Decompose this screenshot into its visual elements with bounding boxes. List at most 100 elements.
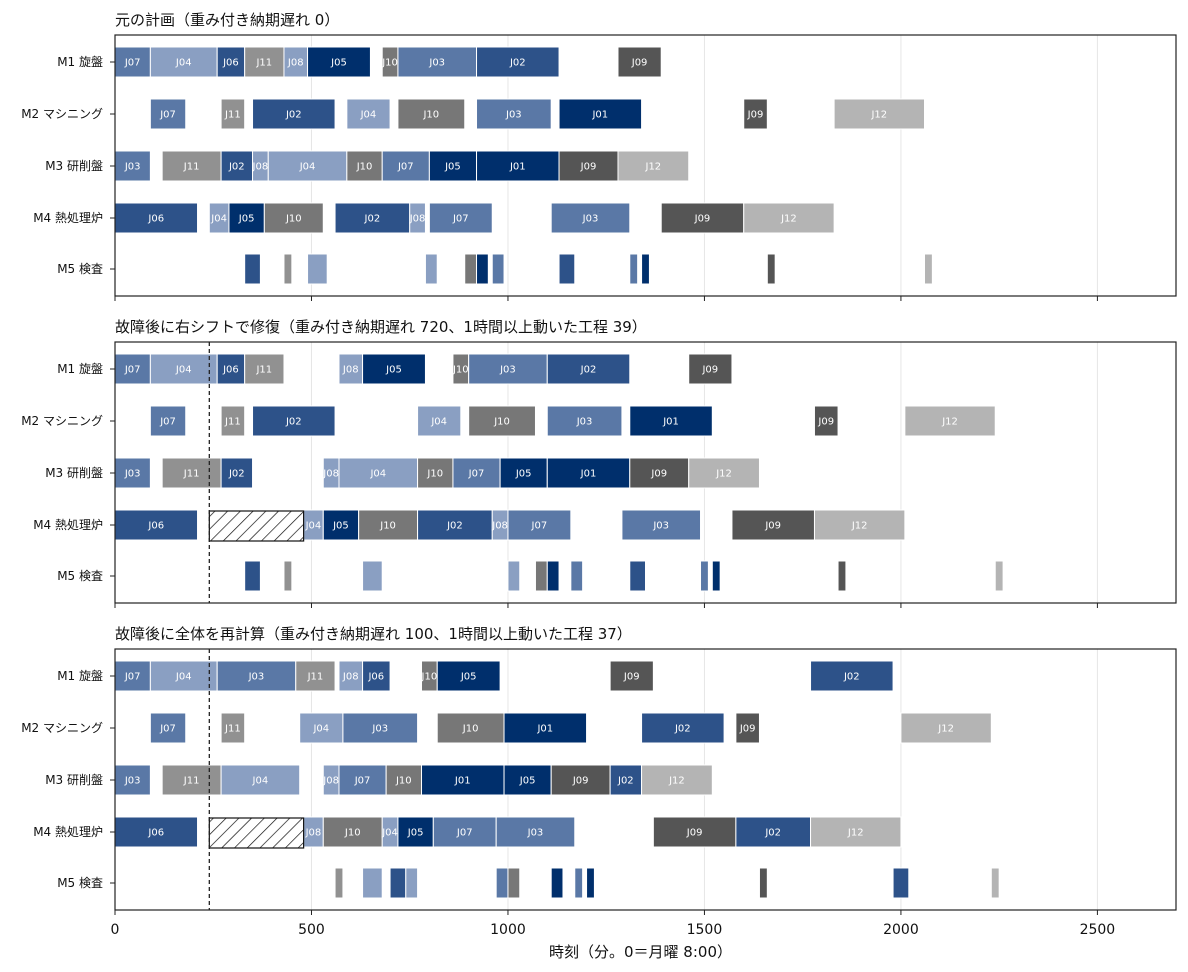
task-label-j08: J08 — [322, 469, 339, 480]
task-label-j07: J07 — [159, 724, 176, 735]
task-label-j08: J08 — [305, 828, 322, 839]
task-bar-j02 — [810, 660, 894, 692]
task-bar-j12 — [990, 867, 1000, 899]
task-bar-j03 — [397, 46, 478, 78]
task-label-j07: J07 — [159, 110, 176, 121]
task-bar-j02 — [244, 560, 261, 592]
task-label-j02: J02 — [764, 828, 781, 839]
task-label-j03: J03 — [582, 214, 599, 225]
task-bar-j09 — [758, 867, 768, 899]
machine-label: M1 旋盤 — [57, 55, 103, 69]
task-label-j05: J05 — [460, 672, 477, 683]
task-label-j07: J07 — [159, 417, 176, 428]
machine-label: M4 熱処理炉 — [33, 211, 103, 225]
task-bar-j02 — [558, 253, 576, 285]
x-axis-label: 時刻（分。0＝月曜 8:00） — [549, 943, 732, 961]
panel-title: 故障後に右シフトで修復（重み付き納期遅れ 720、1時間以上動いた工程 39） — [115, 318, 647, 336]
task-label-j08: J08 — [252, 162, 269, 173]
task-bar-j10 — [507, 867, 521, 899]
task-label-j11: J11 — [224, 417, 241, 428]
task-label-j07: J07 — [468, 469, 485, 480]
breakdown-block — [208, 817, 305, 849]
task-bar-j04 — [338, 457, 419, 489]
task-label-j03: J03 — [124, 776, 141, 787]
task-bar-j11 — [220, 98, 246, 130]
task-bar-j01 — [546, 457, 631, 489]
task-bar-j07 — [428, 202, 493, 234]
task-bar-j03 — [700, 560, 709, 592]
task-label-j11: J11 — [224, 110, 241, 121]
x-tick-label: 2500 — [1080, 922, 1116, 938]
task-bar-j07 — [495, 867, 509, 899]
machine-label: M5 検査 — [57, 262, 103, 276]
task-bar-j03 — [216, 660, 297, 692]
task-label-j03: J03 — [527, 828, 544, 839]
task-bar-j10 — [464, 253, 478, 285]
task-label-j10: J10 — [285, 214, 302, 225]
x-tick-label: 2000 — [883, 922, 919, 938]
x-tick-label: 500 — [298, 922, 325, 938]
task-label-j04: J04 — [175, 365, 192, 376]
task-bar-j09 — [766, 253, 776, 285]
machine-label: M5 検査 — [57, 569, 103, 583]
task-bar-j04 — [267, 150, 348, 182]
task-label-j12: J12 — [941, 417, 958, 428]
task-bar-j12 — [994, 560, 1004, 592]
task-bar-j01 — [711, 560, 721, 592]
panel-title: 元の計画（重み付き納期遅れ 0） — [115, 11, 339, 29]
task-label-j07: J07 — [124, 672, 141, 683]
task-label-j05: J05 — [238, 214, 255, 225]
task-bar-j11 — [220, 405, 246, 437]
task-label-j10: J10 — [381, 58, 398, 69]
task-bar-j07 — [381, 150, 430, 182]
task-bar-j05 — [428, 150, 478, 182]
task-label-j04: J04 — [305, 521, 322, 532]
task-label-j07: J07 — [397, 162, 414, 173]
task-label-j04: J04 — [360, 110, 377, 121]
task-bar-j04 — [362, 867, 383, 899]
task-bar-j10 — [468, 405, 536, 437]
task-label-j09: J09 — [572, 776, 589, 787]
task-label-j09: J09 — [623, 672, 640, 683]
machine-label: M5 検査 — [57, 876, 103, 890]
task-bar-j01 — [641, 253, 650, 285]
task-bar-j04 — [346, 98, 391, 130]
task-bar-j04 — [307, 253, 328, 285]
task-bar-j10 — [322, 816, 383, 848]
task-bar-j12 — [924, 253, 933, 285]
task-bar-j09 — [731, 509, 815, 541]
task-label-j09: J09 — [747, 110, 764, 121]
task-bar-j02 — [892, 867, 910, 899]
machine-label: M3 研削盤 — [45, 159, 103, 173]
x-tick-label: 1000 — [490, 922, 526, 938]
task-label-j04: J04 — [430, 417, 447, 428]
task-bar-j03 — [114, 150, 151, 182]
task-bar-j09 — [609, 660, 654, 692]
task-label-j04: J04 — [312, 724, 329, 735]
task-bar-j04 — [299, 712, 344, 744]
task-bar-j04 — [220, 764, 301, 796]
task-bar-j02 — [641, 712, 725, 744]
task-label-j10: J10 — [356, 162, 373, 173]
task-label-j05: J05 — [332, 521, 349, 532]
task-label-j02: J02 — [228, 162, 245, 173]
task-bar-j07 — [338, 764, 387, 796]
task-bar-j09 — [660, 202, 745, 234]
task-bar-j06 — [114, 509, 199, 541]
task-bar-j07 — [149, 712, 187, 744]
task-bar-j05 — [436, 660, 501, 692]
task-label-j10: J10 — [421, 672, 438, 683]
task-bar-j06 — [114, 816, 199, 848]
task-label-j05: J05 — [515, 469, 532, 480]
task-label-j05: J05 — [385, 365, 402, 376]
task-bar-j06 — [389, 867, 407, 899]
task-bar-j03 — [629, 253, 639, 285]
task-bar-j11 — [283, 253, 293, 285]
task-label-j02: J02 — [674, 724, 691, 735]
task-bar-j05 — [550, 867, 564, 899]
task-bar-j01 — [503, 712, 588, 744]
task-bar-j01 — [586, 867, 595, 899]
task-label-j12: J12 — [847, 828, 864, 839]
task-label-j07: J07 — [452, 214, 469, 225]
task-label-j03: J03 — [428, 58, 445, 69]
